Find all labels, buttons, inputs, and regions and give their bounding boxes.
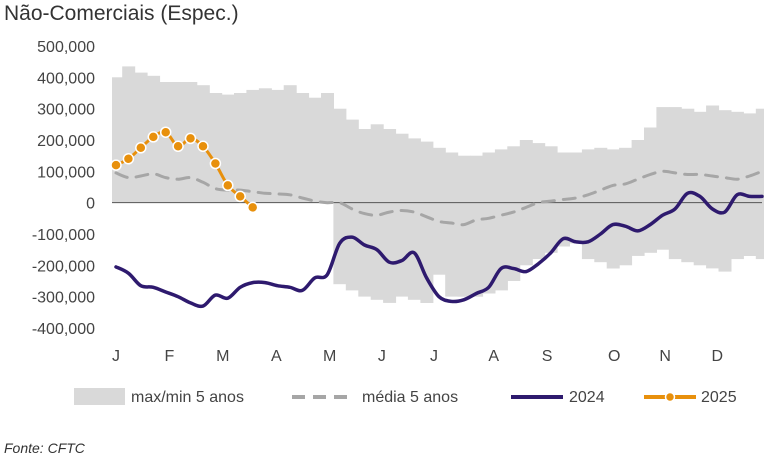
range-band-bar bbox=[321, 93, 334, 203]
data-point bbox=[209, 157, 222, 170]
range-band-bar bbox=[221, 94, 235, 203]
range-band-bar bbox=[718, 110, 732, 272]
series-m-dia-5-anos bbox=[114, 169, 764, 227]
range-band-bar bbox=[345, 119, 359, 291]
range-band-bar bbox=[209, 93, 223, 203]
data-point bbox=[222, 179, 234, 192]
x-tick-label: O bbox=[608, 348, 620, 365]
y-tick-label: -100,000 bbox=[32, 227, 95, 244]
range-band-bar bbox=[296, 93, 310, 203]
range-band-bar bbox=[308, 97, 322, 203]
range-band-bar bbox=[470, 155, 484, 297]
range-band-bar bbox=[743, 113, 757, 257]
range-band-bar bbox=[606, 149, 620, 269]
range-band-bar bbox=[507, 146, 521, 281]
range-band-bar bbox=[407, 138, 421, 300]
range-band-bar bbox=[706, 105, 720, 269]
x-tick-label: A bbox=[271, 348, 282, 365]
data-point bbox=[135, 142, 147, 154]
legend-label-average: média 5 anos bbox=[362, 389, 458, 406]
range-band-bar bbox=[730, 111, 744, 260]
range-band-bar bbox=[457, 155, 471, 297]
chart-title: Não-Comerciais (Espec.) bbox=[4, 2, 239, 25]
y-tick-label: 200,000 bbox=[37, 133, 95, 150]
y-tick-label: 400,000 bbox=[37, 70, 95, 87]
series-2024 bbox=[114, 190, 764, 309]
range-band-bar bbox=[532, 143, 546, 259]
data-point bbox=[197, 140, 209, 153]
range-band-layer bbox=[112, 66, 764, 303]
legend-label-2025: 2025 bbox=[701, 389, 737, 406]
x-tick-label: J bbox=[378, 348, 386, 365]
range-band-bar bbox=[681, 108, 695, 263]
legend: max/min 5 anos média 5 anos 2024 2025 bbox=[74, 388, 737, 406]
range-band-bar bbox=[668, 107, 682, 260]
range-band-bar bbox=[581, 149, 595, 260]
range-band-bar bbox=[271, 89, 285, 203]
range-band-bar bbox=[370, 124, 384, 300]
range-band-bar bbox=[420, 141, 434, 303]
legend-swatch-range-band bbox=[74, 388, 125, 405]
range-band-bar bbox=[631, 140, 645, 256]
data-point bbox=[234, 190, 246, 203]
range-band-bar bbox=[395, 133, 409, 297]
series-layer bbox=[110, 126, 764, 309]
y-tick-label: 300,000 bbox=[37, 102, 95, 119]
range-band-bar bbox=[159, 82, 173, 203]
x-tick-label: S bbox=[542, 348, 553, 365]
legend-marker-2025 bbox=[664, 391, 676, 403]
range-band-bar bbox=[112, 77, 125, 203]
x-tick-label: F bbox=[165, 348, 175, 365]
data-point bbox=[184, 132, 197, 145]
y-tick-label: -200,000 bbox=[32, 258, 95, 275]
data-point bbox=[147, 131, 160, 143]
x-tick-label: D bbox=[712, 348, 724, 365]
x-tick-label: M bbox=[216, 348, 229, 365]
data-point bbox=[159, 126, 172, 138]
x-tick-label: J bbox=[430, 348, 438, 365]
data-point bbox=[122, 153, 135, 165]
range-band-bar bbox=[283, 85, 297, 203]
range-band-bar bbox=[246, 89, 260, 203]
range-band-bar bbox=[693, 111, 707, 266]
y-tick-label: 500,000 bbox=[37, 39, 95, 56]
y-tick-label: -300,000 bbox=[32, 290, 95, 307]
data-point bbox=[172, 140, 184, 153]
legend-label-range-band: max/min 5 anos bbox=[131, 389, 244, 406]
range-band-bar bbox=[122, 66, 136, 203]
x-tick-label: A bbox=[488, 348, 499, 365]
series-2025 bbox=[110, 126, 259, 214]
y-tick-label: 0 bbox=[86, 196, 95, 213]
range-band-bar bbox=[656, 107, 670, 250]
y-tick-label: -400,000 bbox=[32, 321, 95, 338]
range-band-bar bbox=[644, 127, 657, 253]
range-band-bar bbox=[482, 152, 496, 294]
range-band-bar bbox=[234, 93, 247, 203]
y-axis-ticks: 500,000 400,000 300,000 200,000 100,000 0 -100… bbox=[32, 39, 95, 338]
source-note: Fonte: CFTC bbox=[4, 440, 85, 456]
series-line bbox=[114, 190, 764, 309]
range-band-bar bbox=[494, 149, 508, 291]
range-band-bar bbox=[594, 147, 608, 263]
x-tick-label: J bbox=[112, 348, 120, 365]
range-band-bar bbox=[258, 88, 272, 203]
range-band-bar bbox=[619, 147, 633, 266]
range-band-bar bbox=[755, 108, 764, 260]
data-point bbox=[246, 201, 259, 214]
series-line bbox=[114, 169, 764, 227]
y-tick-label: 100,000 bbox=[37, 164, 95, 181]
x-tick-label: M bbox=[323, 348, 336, 365]
range-band-bar bbox=[544, 146, 558, 253]
x-tick-label: N bbox=[659, 348, 671, 365]
data-point bbox=[110, 159, 122, 171]
range-band-bar bbox=[383, 129, 397, 303]
range-band-bar bbox=[134, 72, 148, 203]
legend-label-2024: 2024 bbox=[569, 389, 605, 406]
range-band-bar bbox=[432, 147, 446, 275]
